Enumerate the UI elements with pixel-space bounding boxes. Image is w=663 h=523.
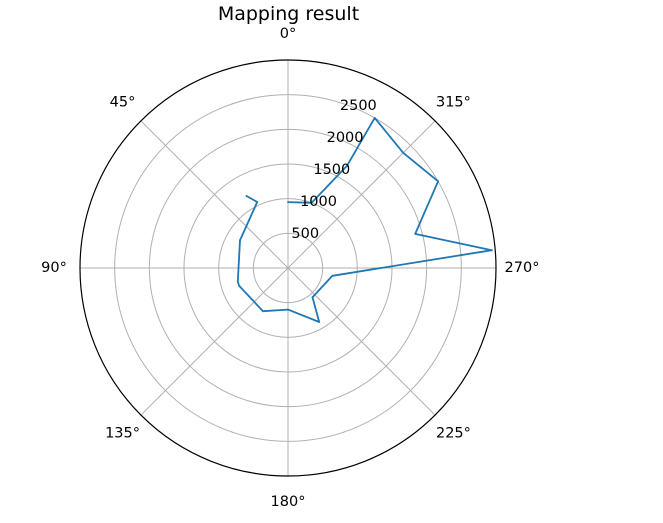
theta-tick-label: 0° xyxy=(280,26,296,42)
r-tick-label: 1500 xyxy=(313,162,350,178)
data-series-line xyxy=(236,117,493,323)
data-point xyxy=(437,180,440,183)
data-point xyxy=(287,201,289,204)
angular-gridline xyxy=(287,120,436,269)
data-point xyxy=(414,233,417,235)
angular-gridline xyxy=(140,267,289,416)
data-layer xyxy=(236,116,493,323)
theta-tick-label: 315° xyxy=(436,95,471,111)
theta-tick-label: 135° xyxy=(105,425,140,441)
polar-frame xyxy=(79,59,497,477)
r-tick-label: 2500 xyxy=(340,98,377,114)
data-point xyxy=(236,280,239,283)
data-point xyxy=(238,284,241,287)
data-point xyxy=(331,274,334,277)
data-point xyxy=(346,165,348,167)
r-tick-label: 500 xyxy=(291,226,319,242)
r-tick-label: 1000 xyxy=(300,194,337,210)
data-point xyxy=(245,195,248,197)
data-point xyxy=(402,151,405,154)
angular-gridline xyxy=(140,120,289,269)
theta-tick-label: 45° xyxy=(110,95,136,111)
data-point xyxy=(490,249,493,252)
data-point xyxy=(262,310,264,313)
data-point xyxy=(256,201,259,203)
theta-tick-label: 225° xyxy=(436,425,471,441)
data-point xyxy=(287,308,289,311)
theta-tick-label: 90° xyxy=(41,260,67,276)
theta-tick-label: 180° xyxy=(271,494,306,510)
data-point xyxy=(239,239,241,242)
angular-gridline xyxy=(287,267,436,416)
data-point xyxy=(311,296,314,299)
theta-tick-label: 270° xyxy=(505,260,540,276)
data-point xyxy=(318,321,321,323)
chart-title: Mapping result xyxy=(217,3,360,25)
label-layer: 0° 45° 90° 135° 180° 225° 270° 315° 500 1000 1500 2… xyxy=(41,26,539,510)
data-point xyxy=(310,201,313,204)
r-tick-label: 2000 xyxy=(327,130,364,146)
grid-layer xyxy=(80,60,496,476)
data-point xyxy=(373,116,376,119)
